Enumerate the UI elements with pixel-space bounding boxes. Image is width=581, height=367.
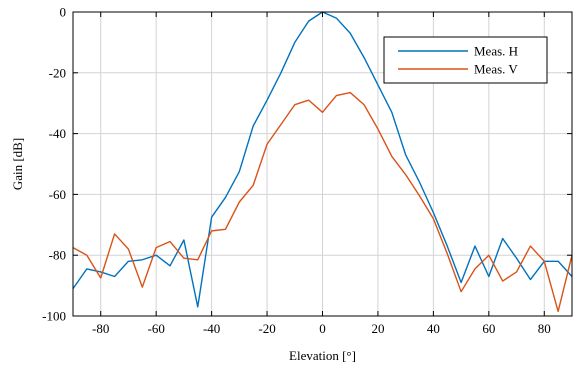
x-tick-label: -60 [147,321,164,336]
y-axis-label: Gain [dB] [10,138,25,190]
legend: Meas. H Meas. V [383,36,548,84]
axis-ticks: -80 -60 -40 -20 0 20 40 60 80 0 -20 -40 -60 -80 -100 [42,5,572,336]
y-tick-label: -20 [49,65,66,80]
x-tick-label: 0 [319,321,326,336]
y-tick-label: -40 [49,126,66,141]
x-tick-label: 40 [427,321,440,336]
x-tick-label: -20 [258,321,275,336]
legend-label: Meas. H [474,44,518,59]
y-tick-label: -80 [49,248,66,263]
legend-label: Meas. V [474,62,518,77]
x-tick-label: -40 [203,321,220,336]
x-axis-label: Elevation [°] [289,348,356,363]
y-tick-label: -100 [42,309,66,324]
y-tick-label: 0 [60,5,67,20]
x-tick-label: 60 [482,321,495,336]
x-tick-label: 80 [538,321,551,336]
y-tick-label: -60 [49,187,66,202]
x-tick-label: -80 [92,321,109,336]
series-line-meas-v [72,91,573,313]
x-tick-label: 20 [371,321,384,336]
legend-box [383,36,548,84]
